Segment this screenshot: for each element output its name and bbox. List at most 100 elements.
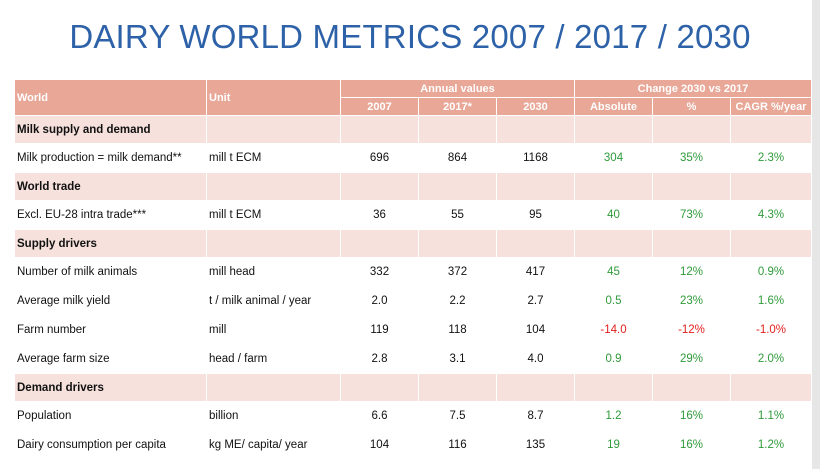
change-percent: 35%	[652, 143, 731, 173]
section-cell	[340, 115, 419, 144]
header-2007: 2007	[340, 97, 419, 116]
section-title: World trade	[14, 172, 207, 201]
header-unit: Unit	[206, 79, 341, 116]
header-2030: 2030	[496, 97, 575, 116]
change-absolute: 304	[574, 143, 653, 173]
section-row: World trade	[14, 172, 813, 201]
value-2030: 104	[496, 315, 575, 345]
section-cell	[652, 172, 731, 201]
value-2017: 2.2	[418, 286, 497, 316]
value-2030: 4.0	[496, 344, 575, 374]
header-world: World	[14, 79, 207, 116]
value-2017: 116	[418, 430, 497, 460]
value-2017: 55	[418, 200, 497, 230]
row-label: Population	[14, 401, 207, 431]
value-2017: 864	[418, 143, 497, 173]
table-header: World Unit Annual values Change 2030 vs …	[14, 79, 813, 116]
change-absolute: 1.2	[574, 401, 653, 431]
section-cell	[729, 172, 813, 201]
value-2007: 119	[340, 315, 419, 345]
value-2017: 372	[418, 257, 497, 287]
change-cagr: 2.3%	[729, 143, 813, 173]
table-body: Milk supply and demand Milk production = …	[14, 115, 813, 460]
value-2007: 6.6	[340, 401, 419, 431]
section-cell	[729, 373, 813, 402]
table-row: Average farm size head / farm 2.8 3.1 4.0 0.9…	[14, 344, 813, 374]
row-unit: mill head	[206, 257, 341, 287]
section-cell	[206, 172, 341, 201]
row-label: Milk production = milk demand**	[14, 143, 207, 173]
change-percent: 73%	[652, 200, 731, 230]
row-label: Excl. EU-28 intra trade***	[14, 200, 207, 230]
header-2017: 2017*	[418, 97, 497, 116]
change-percent: 16%	[652, 401, 731, 431]
row-unit: head / farm	[206, 344, 341, 374]
value-2007: 2.8	[340, 344, 419, 374]
section-cell	[652, 115, 731, 144]
row-label: Average milk yield	[14, 286, 207, 316]
row-unit: kg ME/ capita/ year	[206, 430, 341, 460]
change-absolute: 19	[574, 430, 653, 460]
change-percent: -12%	[652, 315, 731, 345]
value-2017: 3.1	[418, 344, 497, 374]
table-row: Excl. EU-28 intra trade*** mill t ECM 36 55…	[14, 200, 813, 230]
section-cell	[652, 373, 731, 402]
section-cell	[574, 229, 653, 258]
section-title: Supply drivers	[14, 229, 207, 258]
section-cell	[729, 229, 813, 258]
change-percent: 12%	[652, 257, 731, 287]
section-cell	[574, 172, 653, 201]
value-2030: 95	[496, 200, 575, 230]
value-2030: 1168	[496, 143, 575, 173]
section-cell	[652, 229, 731, 258]
header-absolute: Absolute	[574, 97, 653, 116]
section-cell	[340, 373, 419, 402]
value-2017: 118	[418, 315, 497, 345]
row-unit: mill	[206, 315, 341, 345]
change-percent: 29%	[652, 344, 731, 374]
change-absolute: 45	[574, 257, 653, 287]
section-title: Milk supply and demand	[14, 115, 207, 144]
row-label: Farm number	[14, 315, 207, 345]
change-cagr: 0.9%	[729, 257, 813, 287]
change-absolute: 40	[574, 200, 653, 230]
section-cell	[496, 172, 575, 201]
change-percent: 23%	[652, 286, 731, 316]
row-label: Dairy consumption per capita	[14, 430, 207, 460]
value-2007: 2.0	[340, 286, 419, 316]
change-cagr: 2.0%	[729, 344, 813, 374]
value-2007: 332	[340, 257, 419, 287]
section-row: Milk supply and demand	[14, 115, 813, 144]
page-title: DAIRY WORLD METRICS 2007 / 2017 / 2030	[69, 18, 751, 55]
row-unit: mill t ECM	[206, 200, 341, 230]
section-cell	[340, 172, 419, 201]
change-cagr: 1.1%	[729, 401, 813, 431]
section-row: Demand drivers	[14, 373, 813, 402]
section-cell	[574, 115, 653, 144]
section-cell	[496, 373, 575, 402]
section-cell	[340, 229, 419, 258]
metrics-table: World Unit Annual values Change 2030 vs …	[14, 79, 813, 460]
row-label: Average farm size	[14, 344, 207, 374]
section-cell	[206, 373, 341, 402]
change-cagr: 4.3%	[729, 200, 813, 230]
section-title: Demand drivers	[14, 373, 207, 402]
change-cagr: 1.6%	[729, 286, 813, 316]
value-2030: 417	[496, 257, 575, 287]
value-2030: 8.7	[496, 401, 575, 431]
table-row: Farm number mill 119 118 104 -14.0 -12% -1.0%	[14, 315, 813, 345]
row-label: Number of milk animals	[14, 257, 207, 287]
value-2017: 7.5	[418, 401, 497, 431]
table-row: Dairy consumption per capita kg ME/ capit…	[14, 430, 813, 460]
row-unit: mill t ECM	[206, 143, 341, 173]
change-absolute: -14.0	[574, 315, 653, 345]
value-2007: 36	[340, 200, 419, 230]
table-row: Milk production = milk demand** mill t EC…	[14, 143, 813, 173]
change-cagr: 1.2%	[729, 430, 813, 460]
value-2007: 696	[340, 143, 419, 173]
section-cell	[418, 373, 497, 402]
section-cell	[496, 115, 575, 144]
value-2007: 104	[340, 430, 419, 460]
table-row: Number of milk animals mill head 332 372 417…	[14, 257, 813, 287]
section-cell	[206, 115, 341, 144]
